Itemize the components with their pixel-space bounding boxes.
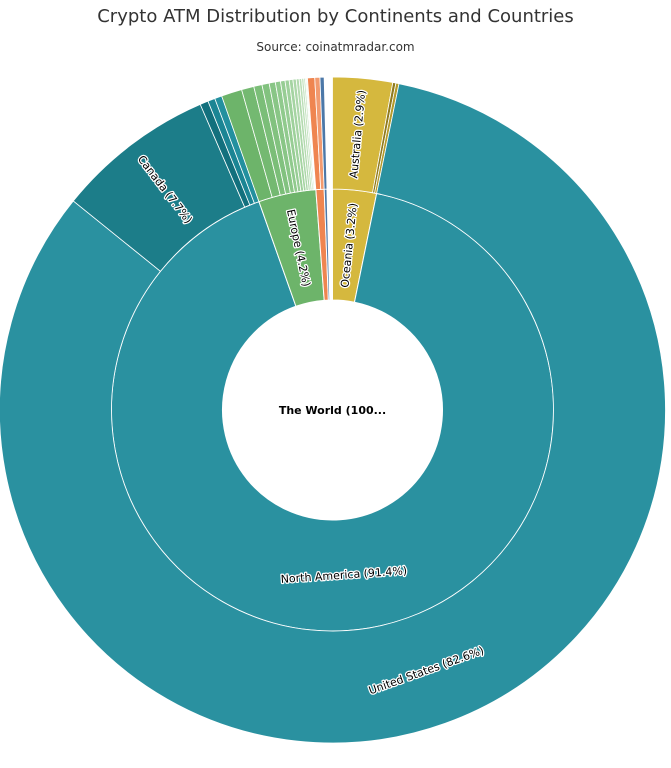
chart-subtitle: Source: coinatmradar.com [256, 40, 415, 54]
segment-united-states[interactable] [0, 83, 666, 744]
segment-other-2-country[interactable] [319, 76, 328, 190]
chart-title: Crypto ATM Distribution by Continents an… [97, 6, 574, 27]
sunburst-root-label: The World (100... [279, 404, 386, 417]
sunburst-segments [0, 76, 666, 744]
